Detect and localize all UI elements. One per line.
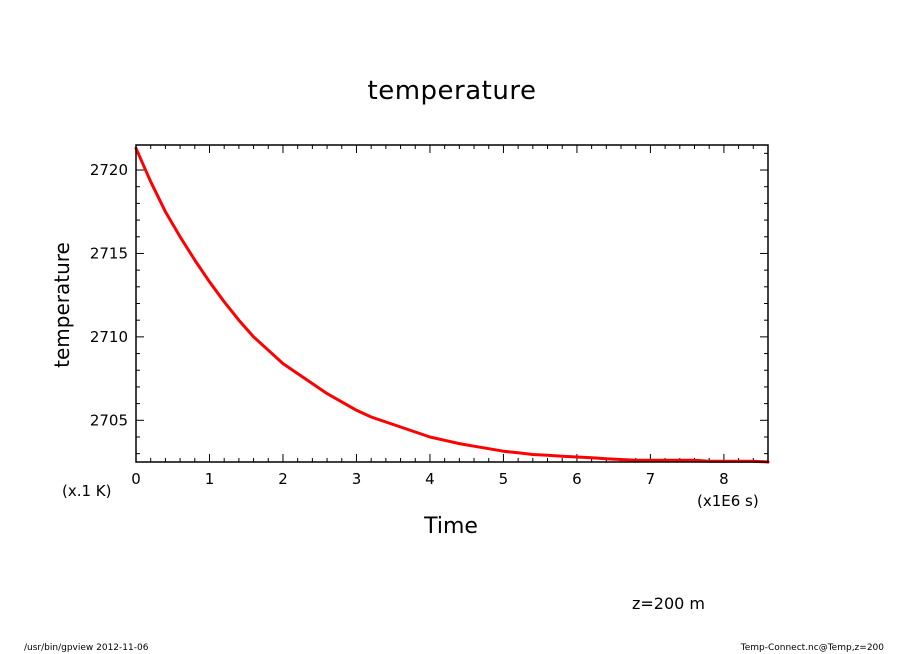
x-tick-label: 5 — [499, 470, 509, 488]
x-tick-label: 1 — [205, 470, 215, 488]
y-tick-label: 2715 — [90, 244, 128, 262]
x-tick-label: 0 — [131, 470, 141, 488]
x-axis-unit: (x1E6 s) — [697, 492, 759, 510]
y-axis-unit: (x.1 K) — [62, 482, 112, 500]
plot-frame — [135, 144, 769, 463]
x-tick-label: 7 — [646, 470, 656, 488]
y-tick-label: 2710 — [90, 328, 128, 346]
temperature-series-line — [134, 146, 770, 464]
x-tick-label: 3 — [352, 470, 362, 488]
series-layer — [134, 146, 770, 464]
x-axis-label: Time — [424, 514, 478, 539]
tick-marks — [135, 145, 769, 462]
footer-program-date: /usr/bin/gpview 2012-11-06 — [24, 643, 149, 653]
x-tick-label: 2 — [278, 470, 288, 488]
y-tick-label: 2720 — [90, 161, 128, 179]
x-tick-label: 8 — [719, 470, 729, 488]
chart-title: temperature — [367, 76, 537, 106]
y-axis-label: temperature — [50, 242, 74, 368]
x-tick-label: 6 — [572, 470, 582, 488]
footer-source: Temp-Connect.nc@Temp,z=200 — [740, 643, 884, 653]
tick-labels: 0 1 2 3 4 5 6 7 8 2705 2710 2715 2720 — [90, 161, 729, 488]
x-tick-label: 4 — [425, 470, 435, 488]
y-tick-label: 2705 — [90, 411, 128, 429]
level-annotation: z=200 m — [632, 594, 706, 613]
